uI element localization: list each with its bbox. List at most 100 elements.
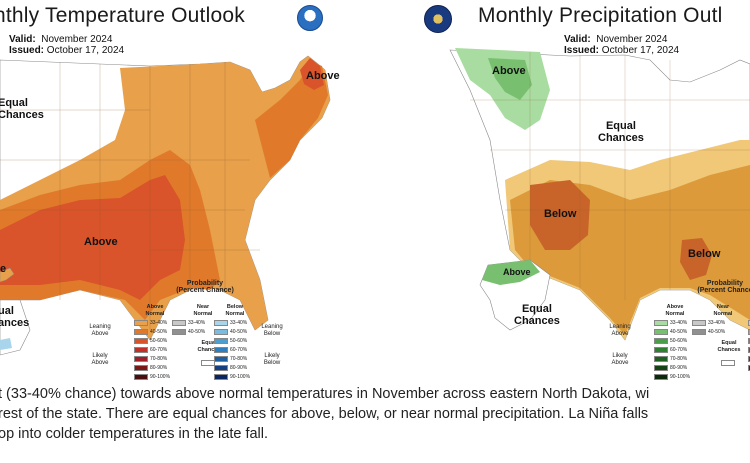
temperature-outlook-panel: nthly Temperature Outlook Valid: Novembe… (0, 0, 370, 385)
temp-legend-below-label: 60-70% (230, 347, 248, 353)
temp-label-equal-chances: Equal Chances (0, 97, 44, 121)
temperature-legend: Probability (Percent Chance) Above Norma… (89, 280, 295, 385)
precip-legend-title: Probability (Percent Chance (697, 280, 750, 294)
precip-legend-below-swatch (748, 338, 750, 344)
doc-seal-icon (424, 5, 452, 33)
temp-legend-below-swatch (214, 374, 228, 380)
precip-legend-equal-chances: Equal Chances (717, 340, 741, 353)
precip-legend-above-swatch (654, 320, 668, 326)
alaska-fragment (0, 267, 15, 283)
temp-legend-below-label: 80-90% (230, 365, 248, 371)
precipitation-legend: Probability (Percent Chance Above Normal… (609, 280, 750, 385)
temp-legend-below-swatch (214, 347, 228, 353)
precip-issued-line: Issued: October 17, 2024 (564, 45, 680, 56)
temp-legend-likely-above: Likely Above (91, 353, 109, 366)
noaa-logo-icon (297, 5, 323, 31)
temp-legend-col-near: Near Normal (193, 304, 213, 317)
temperature-title: nthly Temperature Outlook (0, 4, 245, 27)
precip-legend-above-label: 33-40% (670, 320, 688, 326)
temp-legend-above-label: 70-80% (150, 356, 168, 362)
precip-label-equal-chances: Equal Chances (598, 120, 644, 144)
temp-legend-below-label: 50-60% (230, 338, 248, 344)
temp-legend-col-below: Below Normal (225, 304, 245, 317)
precip-legend-below-swatch (748, 320, 750, 326)
temp-legend-equal-chances: Equal Chances (197, 340, 221, 353)
precip-legend-likely-above: Likely Above (611, 353, 629, 366)
temp-issued-line: Issued: October 17, 2024 (9, 45, 125, 56)
temp-legend-likely-below: Likely Below (263, 353, 281, 366)
temp-legend-near-swatch (172, 320, 186, 326)
precip-legend-leaning-above: Leaning Above (609, 324, 631, 337)
temp-legend-below-label: 70-80% (230, 356, 248, 362)
precip-below-swatch-clip (748, 320, 750, 380)
precip-legend-above-swatch (654, 374, 668, 380)
temp-legend-above-label: 50-60% (150, 338, 168, 344)
temp-legend-above-swatch (134, 329, 148, 335)
temp-label-equal-west: ual ances (0, 305, 30, 329)
temp-legend-below-swatch (214, 365, 228, 371)
precip-legend-col-near: Near Normal (713, 304, 733, 317)
temp-ne-50-60-region (300, 58, 324, 90)
precip-below-50-sw-region (530, 180, 590, 250)
temp-legend-below-swatch (214, 338, 228, 344)
temp-label-above-alaska: e (0, 263, 7, 275)
precip-label-equal-alaska: Equal Chances (514, 303, 560, 327)
precip-legend-above-label: 50-60% (670, 338, 688, 344)
precip-legend-col-above: Above Normal (665, 304, 685, 317)
temp-legend-above-swatch (134, 374, 148, 380)
precip-legend-near-label: 40-50% (708, 329, 726, 335)
temp-50-60-region (0, 175, 185, 300)
temp-legend-above-label: 90-100% (150, 374, 171, 380)
temp-legend-leaning-above: Leaning Above (89, 324, 111, 337)
precipitation-outlook-panel: Monthly Precipitation Outl Valid: Novemb… (410, 0, 750, 385)
state-borders (0, 62, 260, 330)
temp-legend-below-label: 40-50% (230, 329, 248, 335)
temperature-map (0, 55, 331, 356)
temp-legend-above-swatch (134, 320, 148, 326)
precip-legend-near-swatch (692, 320, 706, 326)
temp-legend-col-above: Above Normal (145, 304, 165, 317)
temp-legend-above-swatch (134, 347, 148, 353)
precip-legend-above-swatch (654, 356, 668, 362)
temp-legend-below-swatch (214, 329, 228, 335)
precip-legend-above-label: 70-80% (670, 356, 688, 362)
precip-label-below-southwest: Below (544, 208, 577, 220)
temp-ne-40-50-region (255, 62, 328, 178)
precip-legend-ec-swatch (721, 360, 735, 366)
state-borders (470, 52, 750, 300)
temp-legend-above-label: 33-40% (150, 320, 168, 326)
precipitation-title: Monthly Precipitation Outl (478, 4, 723, 27)
precip-legend-below-swatch (748, 347, 750, 353)
caption-line-2: rest of the state. There are equal chanc… (0, 406, 649, 422)
precip-legend-above-swatch (654, 365, 668, 371)
precip-legend-below-swatch (748, 329, 750, 335)
alaska-above-region (482, 260, 540, 285)
temp-legend-below-swatch (214, 320, 228, 326)
precip-below-50-se-region (680, 238, 712, 280)
precip-legend-above-label: 60-70% (670, 347, 688, 353)
precip-legend-near-label: 33-40% (708, 320, 726, 326)
precip-legend-above-swatch (654, 329, 668, 335)
precip-label-above-alaska: Above (503, 267, 531, 277)
temp-legend-ec-swatch (201, 360, 215, 366)
temp-legend-above-label: 40-50% (150, 329, 168, 335)
temp-legend-near-label: 40-50% (188, 329, 206, 335)
precip-legend-near-swatch (692, 329, 706, 335)
temp-legend-title: Probability (Percent Chance) (176, 280, 234, 294)
precip-label-below-southeast: Below (688, 248, 721, 260)
temp-legend-near-swatch (172, 329, 186, 335)
temp-legend-above-swatch (134, 356, 148, 362)
temp-legend-below-label: 90-100% (230, 374, 251, 380)
caption-line-1: t (33-40% chance) towards above normal t… (0, 386, 650, 402)
precip-legend-above-label: 80-90% (670, 365, 688, 371)
precip-legend-above-label: 40-50% (670, 329, 688, 335)
temp-legend-near-label: 33-40% (188, 320, 206, 326)
precip-above-40-region (488, 58, 532, 100)
temp-label-above-south: Above (84, 236, 118, 248)
caption-text: t (33-40% chance) towards above normal t… (0, 384, 750, 463)
precip-legend-below-swatch (748, 365, 750, 371)
temp-legend-above-swatch (134, 338, 148, 344)
precip-legend-above-label: 90-100% (670, 374, 691, 380)
caption-line-3: op into colder temperatures in the late … (0, 426, 269, 442)
alaska-blue-bit (0, 338, 12, 350)
